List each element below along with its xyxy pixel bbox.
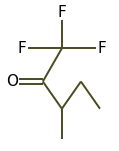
Text: F: F [57,5,66,20]
Text: F: F [17,41,26,56]
Text: O: O [6,74,18,89]
Text: F: F [98,41,107,56]
